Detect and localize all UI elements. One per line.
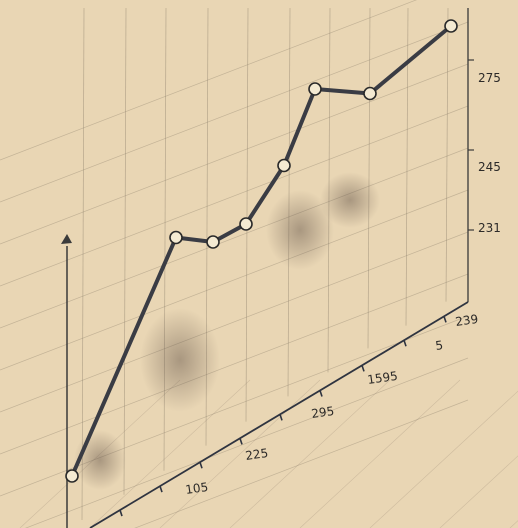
- series: [65, 19, 458, 483]
- y-tick-label: 275: [478, 71, 501, 85]
- grid-line: [509, 520, 518, 528]
- series-line: [70, 24, 453, 478]
- grid-line: [25, 357, 469, 528]
- grid-line: [367, 7, 371, 349]
- grid-line: [89, 379, 251, 528]
- grid-line: [81, 7, 85, 521]
- grid-line: [439, 455, 518, 528]
- x-tick-label: 295: [310, 404, 335, 421]
- x-tick-label: 105: [184, 480, 209, 497]
- x-axis-line: [89, 301, 469, 528]
- data-point: [65, 469, 79, 483]
- x-tick: [119, 509, 123, 517]
- x-tick-label: 225: [244, 446, 269, 463]
- grid-line: [123, 7, 127, 495]
- grid-line: [405, 7, 409, 326]
- shadow-blob: [140, 308, 220, 412]
- grid-line: [0, 189, 469, 371]
- x-tick: [319, 390, 323, 397]
- x-tick: [403, 340, 407, 347]
- data-point: [444, 19, 458, 33]
- y-axis-arrow: [61, 234, 72, 244]
- grid-line: [0, 0, 417, 161]
- x-tick: [279, 414, 283, 421]
- data-point: [239, 217, 253, 231]
- shadow-blob: [320, 172, 380, 228]
- grid-line: [0, 105, 469, 287]
- y-tick-label: 245: [478, 160, 501, 174]
- x-tick-label: 1595: [366, 369, 398, 387]
- axes: [61, 8, 469, 528]
- data-point: [363, 86, 377, 101]
- grid-line: [0, 147, 469, 329]
- grid-line: [445, 7, 449, 302]
- data-point: [206, 235, 220, 249]
- x-tick: [443, 316, 447, 323]
- grid-line: [369, 390, 518, 528]
- x-tick: [239, 438, 243, 445]
- grid-line: [0, 231, 469, 413]
- shadow-blob: [266, 190, 334, 270]
- data-point: [169, 230, 183, 245]
- grid-line: [0, 63, 469, 245]
- shadow-blob: [74, 430, 126, 490]
- grid-line: [0, 273, 469, 455]
- grid-line: [299, 379, 461, 528]
- x-tick: [199, 461, 203, 469]
- y-tick-label: 231: [478, 221, 501, 235]
- grid-line: [159, 379, 321, 528]
- ticks: [119, 59, 474, 517]
- x-tick-label: 5: [434, 338, 444, 353]
- x-tick: [361, 365, 365, 372]
- grid-line: [245, 7, 249, 422]
- grid-line: [0, 21, 469, 203]
- data-point: [277, 158, 291, 173]
- x-tick: [159, 485, 163, 493]
- data-point: [308, 82, 322, 96]
- x-tick-label: 239: [454, 312, 479, 329]
- line-shadow: [74, 172, 380, 490]
- grid-line: [229, 379, 391, 528]
- tick-labels: 105 225 295 1595 5 239 275 245 231: [184, 71, 500, 497]
- grid-line: [134, 399, 469, 528]
